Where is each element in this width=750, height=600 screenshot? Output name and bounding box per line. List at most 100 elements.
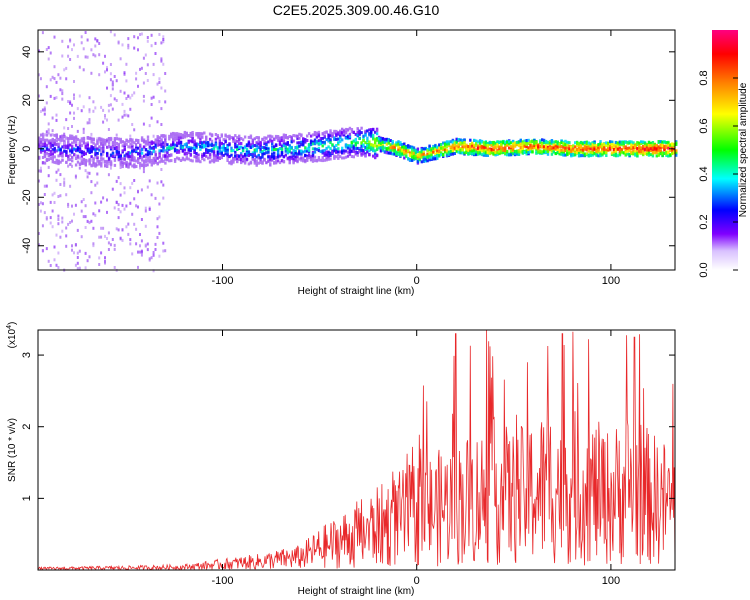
spectrogram-cell: [139, 151, 142, 155]
spectrogram-cell: [154, 143, 157, 147]
spectrogram-cell: [607, 142, 610, 146]
spectrogram-noise-cell: [59, 135, 62, 138]
spectrogram-cell: [342, 129, 346, 133]
spectrogram-noise-cell: [133, 197, 136, 201]
spectrogram-cell: [542, 140, 546, 144]
spectrogram-noise-cell: [146, 242, 149, 246]
spectrogram-cell: [498, 150, 501, 153]
spectrogram-cell: [607, 148, 610, 152]
colorbar-gradient: [712, 30, 738, 270]
spectrogram-cell: [216, 156, 220, 160]
spectrogram-cell: [447, 140, 451, 144]
spectrogram-cell: [329, 134, 332, 138]
spectrogram-cell: [269, 134, 272, 138]
spectrogram-noise-cell: [67, 204, 70, 208]
spectrogram-noise-cell: [76, 54, 79, 58]
spectrogram-noise-cell: [49, 51, 52, 55]
spectrogram-cell: [129, 155, 132, 159]
spectrogram-cell: [428, 144, 431, 148]
spectrogram-cell: [496, 148, 499, 152]
spectrogram-cell: [344, 149, 348, 153]
spectrogram-cell: [74, 149, 78, 153]
spectrogram-noise-cell: [125, 97, 128, 100]
spectrogram-cell: [535, 143, 538, 147]
spectrogram-cell: [177, 139, 181, 143]
spectrogram-cell: [282, 138, 286, 142]
spectrogram-cell: [634, 149, 637, 153]
spectrogram-cell: [358, 150, 361, 154]
spectrogram-cell: [240, 153, 243, 157]
spectrogram-noise-cell: [49, 264, 52, 267]
spectrogram-noise-cell: [55, 80, 58, 84]
spectrogram-cell: [643, 152, 647, 155]
spectrogram-cell: [222, 148, 225, 152]
spectrogram-noise-cell: [158, 215, 161, 219]
spectrogram-cell: [315, 147, 319, 151]
spectrogram-cell: [478, 141, 482, 145]
spectrogram-noise-cell: [102, 120, 105, 124]
spectrogram-cell: [199, 141, 202, 145]
spectrogram-noise-cell: [139, 166, 141, 170]
spectrogram-cell: [164, 157, 167, 161]
spectrogram-cell: [288, 160, 291, 164]
spectrogram-cell: [414, 148, 418, 152]
spectrogram-cell: [220, 151, 223, 155]
spectrogram-noise-cell: [88, 96, 91, 100]
spectrogram-cell: [92, 146, 95, 150]
spectrogram-cell: [284, 134, 287, 137]
spectrogram-cell: [249, 153, 253, 156]
spectrogram-cell: [647, 140, 651, 144]
spectrogram-noise-cell: [100, 226, 103, 230]
spectrogram-noise-cell: [82, 105, 85, 109]
spectrogram-cell: [544, 151, 548, 155]
spectrogram-cell: [360, 152, 363, 156]
spectrogram-cell: [245, 153, 249, 157]
spectrogram-noise-cell: [43, 133, 46, 137]
spectrogram-cell: [642, 145, 645, 148]
spectrogram-cell: [123, 161, 126, 165]
spectrogram-noise-cell: [43, 107, 46, 111]
spectrogram-noise-cell: [57, 214, 60, 218]
spectrogram-noise-cell: [38, 169, 40, 173]
spectrogram-cell: [137, 161, 140, 165]
spectrogram-noise-cell: [133, 179, 136, 182]
spectrogram-cell: [568, 149, 571, 153]
spectrogram-cell: [263, 158, 266, 162]
spectrogram-cell: [628, 153, 631, 157]
spectrogram-cell: [519, 139, 522, 143]
spectrogram-cell: [232, 139, 235, 143]
spectrogram-cell: [276, 153, 280, 157]
spectrogram-noise-cell: [71, 48, 73, 52]
spectrogram-cell: [111, 145, 115, 149]
spectrogram-noise-cell: [38, 203, 40, 206]
spectrogram-cell: [321, 159, 324, 163]
spectrogram-cell: [612, 144, 616, 148]
spectrogram-cell: [335, 150, 338, 154]
spectrogram-cell: [655, 143, 658, 147]
spectrogram-cell: [341, 127, 344, 131]
spectrogram-cell: [315, 158, 319, 162]
spectrogram-noise-cell: [49, 78, 52, 82]
spectrogram-cell: [49, 153, 53, 156]
spectrogram-cell: [480, 145, 484, 149]
spectrogram-noise-cell: [121, 228, 124, 232]
spectrogram-cell: [609, 147, 612, 151]
spectrogram-noise-cell: [107, 162, 110, 166]
spectrogram-cell: [529, 146, 532, 150]
spectrogram-cell: [253, 137, 256, 141]
spectrogram-cell: [329, 151, 332, 155]
spectrogram-noise-cell: [139, 244, 141, 248]
spectrogram-cell: [478, 145, 482, 149]
spectrogram-cell: [115, 145, 119, 149]
spectrogram-cell: [325, 153, 328, 157]
spectrogram-cell: [286, 136, 289, 139]
spectrogram-cell: [160, 138, 163, 142]
spectrogram-cell: [383, 140, 387, 144]
spectrogram-cell: [168, 146, 171, 150]
spectrogram-cell: [364, 133, 367, 137]
spectrogram-cell: [529, 150, 532, 154]
spectrogram-noise-cell: [55, 96, 58, 100]
spectrogram-cell: [263, 146, 266, 150]
spectrogram-noise-cell: [115, 227, 118, 231]
